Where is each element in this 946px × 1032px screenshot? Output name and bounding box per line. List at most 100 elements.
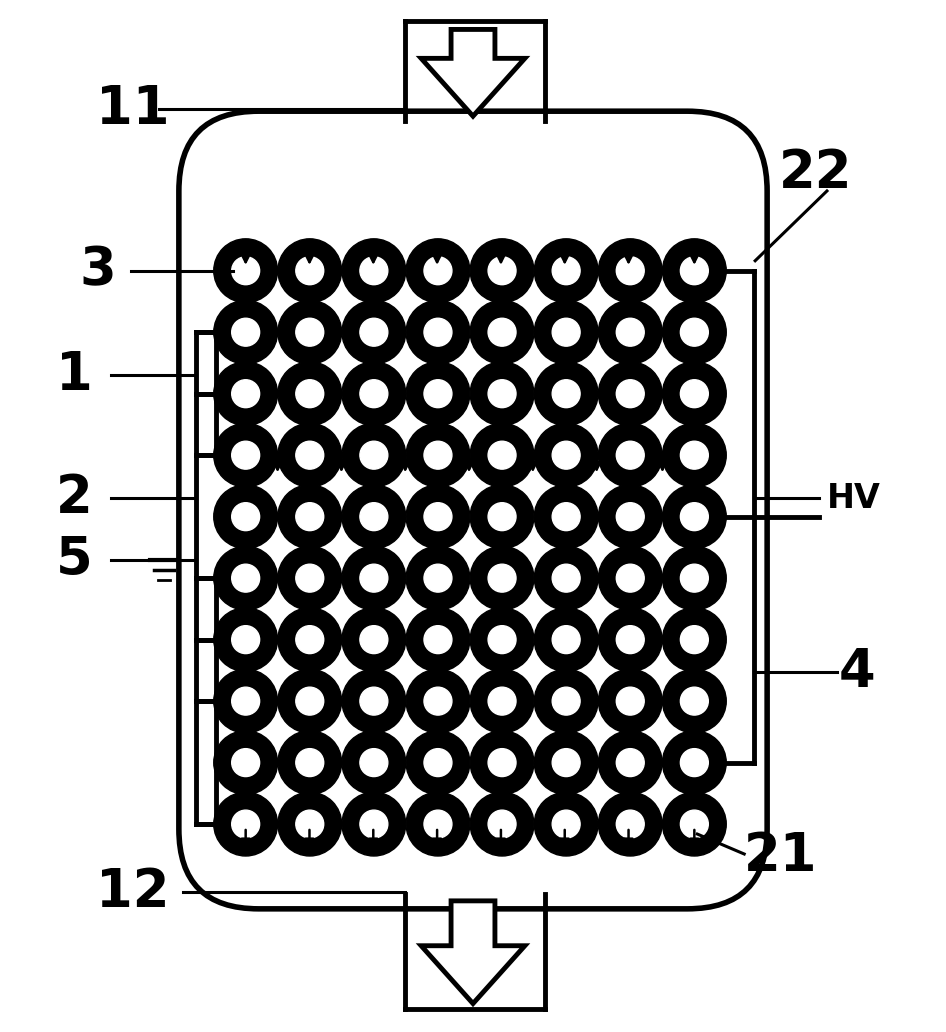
Circle shape (359, 625, 388, 653)
Circle shape (424, 748, 452, 776)
Circle shape (488, 257, 516, 285)
Circle shape (342, 731, 406, 795)
Circle shape (278, 731, 342, 795)
Circle shape (534, 793, 598, 856)
Circle shape (470, 238, 534, 302)
Circle shape (488, 625, 516, 653)
Circle shape (296, 257, 324, 285)
Circle shape (616, 257, 644, 285)
Circle shape (552, 748, 580, 776)
Circle shape (534, 608, 598, 672)
Text: 11: 11 (96, 84, 169, 135)
Circle shape (232, 810, 259, 838)
Circle shape (406, 608, 470, 672)
Circle shape (278, 238, 342, 302)
Circle shape (552, 687, 580, 715)
Circle shape (214, 669, 277, 733)
Circle shape (359, 380, 388, 408)
Circle shape (534, 485, 598, 549)
Circle shape (232, 625, 259, 653)
Circle shape (616, 380, 644, 408)
Circle shape (680, 503, 709, 530)
Circle shape (406, 238, 470, 302)
Circle shape (278, 362, 342, 425)
Circle shape (342, 669, 406, 733)
Circle shape (680, 565, 709, 592)
Circle shape (488, 565, 516, 592)
Circle shape (424, 318, 452, 346)
Circle shape (278, 669, 342, 733)
Circle shape (424, 442, 452, 470)
Circle shape (534, 731, 598, 795)
Circle shape (232, 687, 259, 715)
Circle shape (599, 608, 662, 672)
Circle shape (616, 687, 644, 715)
Polygon shape (421, 901, 525, 1003)
Circle shape (296, 687, 324, 715)
Circle shape (232, 748, 259, 776)
Circle shape (470, 608, 534, 672)
Circle shape (296, 503, 324, 530)
Circle shape (534, 546, 598, 610)
Circle shape (599, 793, 662, 856)
Circle shape (616, 442, 644, 470)
Circle shape (342, 423, 406, 487)
Circle shape (552, 257, 580, 285)
Circle shape (662, 608, 727, 672)
Polygon shape (421, 30, 525, 117)
Circle shape (680, 748, 709, 776)
Circle shape (599, 669, 662, 733)
Circle shape (534, 669, 598, 733)
Circle shape (424, 565, 452, 592)
Circle shape (424, 257, 452, 285)
Circle shape (470, 669, 534, 733)
Circle shape (424, 687, 452, 715)
Circle shape (342, 300, 406, 364)
Circle shape (552, 380, 580, 408)
Circle shape (342, 608, 406, 672)
Circle shape (488, 810, 516, 838)
Text: 5: 5 (56, 534, 93, 586)
Circle shape (616, 318, 644, 346)
Circle shape (662, 731, 727, 795)
Circle shape (599, 300, 662, 364)
Circle shape (662, 423, 727, 487)
Circle shape (534, 238, 598, 302)
Circle shape (214, 300, 277, 364)
Circle shape (424, 810, 452, 838)
Circle shape (488, 503, 516, 530)
Circle shape (470, 423, 534, 487)
Circle shape (278, 793, 342, 856)
Circle shape (406, 300, 470, 364)
Circle shape (680, 442, 709, 470)
Circle shape (214, 423, 277, 487)
Circle shape (616, 748, 644, 776)
Circle shape (406, 362, 470, 425)
Circle shape (470, 546, 534, 610)
Circle shape (406, 423, 470, 487)
Text: 4: 4 (839, 646, 876, 698)
Circle shape (342, 793, 406, 856)
Circle shape (488, 687, 516, 715)
Circle shape (488, 380, 516, 408)
Circle shape (599, 485, 662, 549)
Circle shape (278, 485, 342, 549)
Text: HV: HV (827, 482, 881, 515)
Circle shape (406, 793, 470, 856)
Text: 21: 21 (745, 830, 817, 882)
Circle shape (296, 318, 324, 346)
Circle shape (599, 423, 662, 487)
Circle shape (296, 810, 324, 838)
Circle shape (359, 503, 388, 530)
Circle shape (599, 546, 662, 610)
Circle shape (680, 687, 709, 715)
Circle shape (278, 608, 342, 672)
Circle shape (359, 442, 388, 470)
Circle shape (278, 300, 342, 364)
Circle shape (296, 748, 324, 776)
Circle shape (534, 423, 598, 487)
Circle shape (680, 810, 709, 838)
Circle shape (552, 318, 580, 346)
Circle shape (470, 793, 534, 856)
Text: 1: 1 (56, 350, 93, 401)
